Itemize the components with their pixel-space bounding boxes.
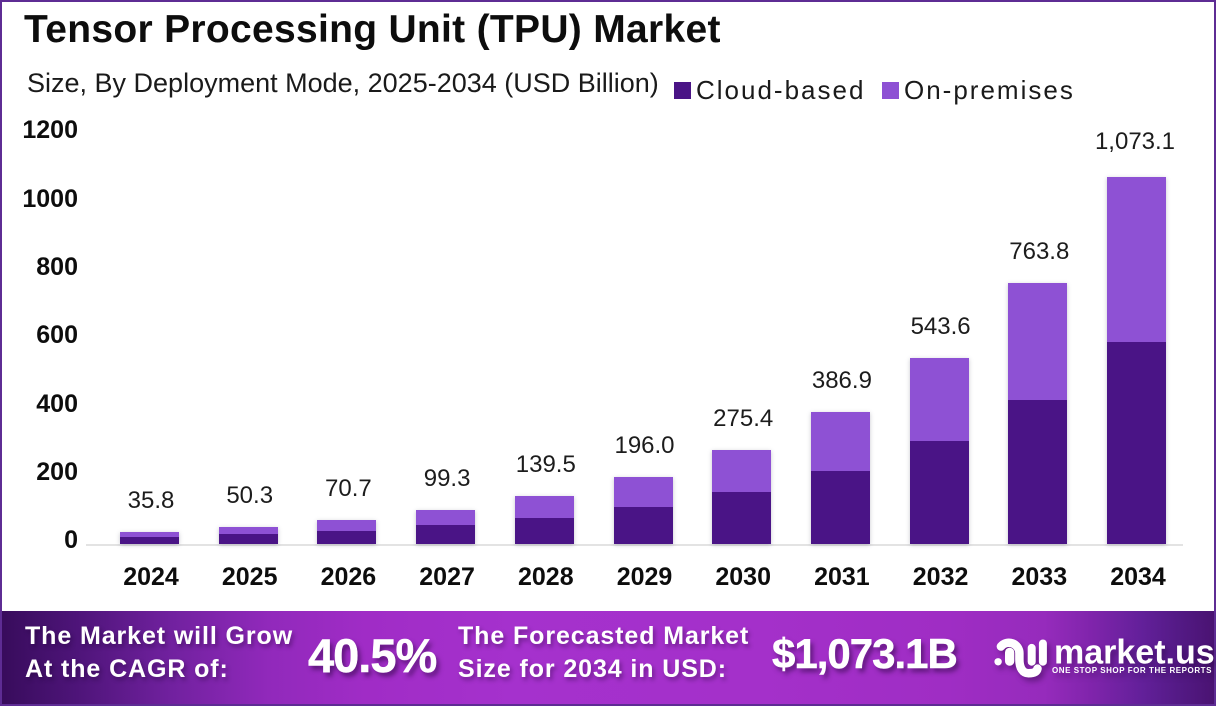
svg-text:market.us: market.us xyxy=(1054,634,1215,672)
svg-text:ONE STOP SHOP FOR THE REPORTS: ONE STOP SHOP FOR THE REPORTS xyxy=(1052,666,1212,675)
